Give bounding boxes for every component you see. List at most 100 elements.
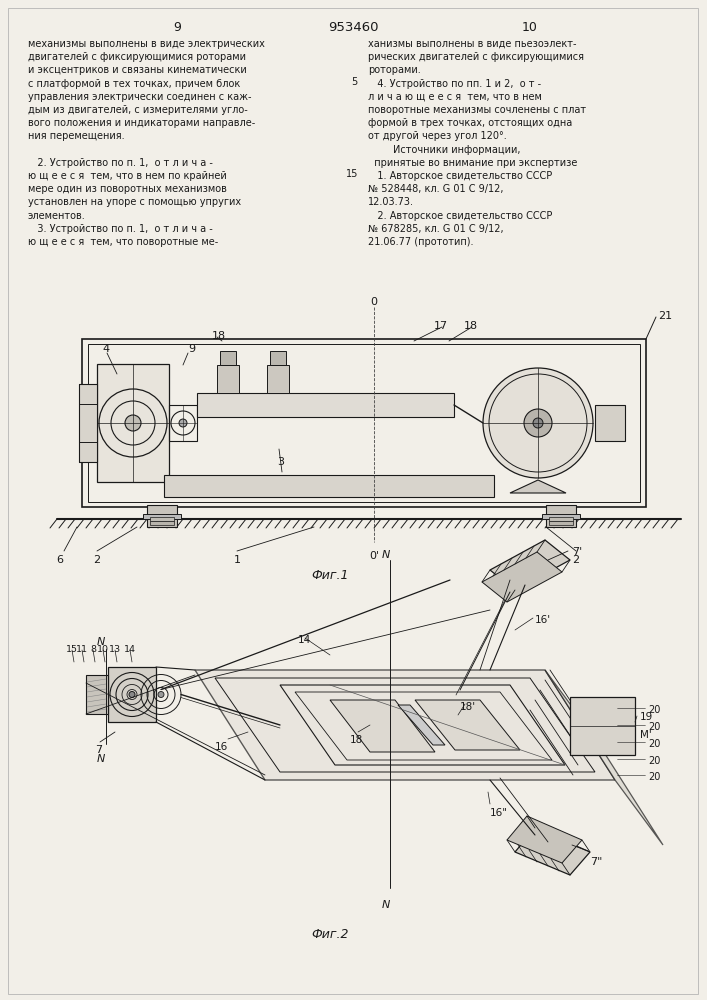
Text: 2: 2 [573,555,580,565]
Text: 1: 1 [233,555,240,565]
Text: 9: 9 [173,21,181,34]
Text: 17: 17 [434,321,448,331]
Text: 13: 13 [109,645,121,654]
Text: N: N [97,754,105,764]
Text: 16": 16" [490,808,508,818]
Circle shape [158,692,164,698]
Text: 3: 3 [277,457,284,467]
Bar [197,393,454,417]
Text: механизмы выполнены в виде электрических: механизмы выполнены в виде электрических [28,39,265,49]
Text: 9: 9 [188,344,195,354]
Text: элементов.: элементов. [28,211,86,221]
Text: 11: 11 [76,645,88,654]
Text: ю щ е е с я  тем, что поворотные ме-: ю щ е е с я тем, что поворотные ме- [28,237,218,247]
Text: 14: 14 [298,635,311,645]
Text: двигателей с фиксирующимися роторами: двигателей с фиксирующимися роторами [28,52,246,62]
Text: 4: 4 [102,344,109,354]
Text: 20: 20 [648,705,660,715]
Bar [270,351,286,365]
Text: 15: 15 [66,645,78,654]
Text: 2. Авторское свидетельство СССР: 2. Авторское свидетельство СССР [368,211,552,221]
Bar [86,675,108,714]
Text: вого положения и индикаторами направле-: вого положения и индикаторами направле- [28,118,255,128]
Text: 18: 18 [212,331,226,341]
Bar [108,667,156,722]
Text: рических двигателей с фиксирующимися: рических двигателей с фиксирующимися [368,52,584,62]
Text: роторами.: роторами. [368,65,421,75]
Text: 19: 19 [640,712,653,722]
Text: 20: 20 [648,739,660,749]
Polygon shape [490,540,570,590]
Bar [164,475,494,497]
Text: и эксцентриков и связаны кинематически: и эксцентриков и связаны кинематически [28,65,247,75]
Text: ханизмы выполнены в виде пьезоэлект-: ханизмы выполнены в виде пьезоэлект- [368,39,576,49]
Circle shape [125,415,141,431]
Text: 7: 7 [95,745,102,755]
Text: дым из двигателей, с измерителями угло-: дым из двигателей, с измерителями угло- [28,105,247,115]
Text: 18': 18' [460,702,476,712]
Text: 8: 8 [90,645,96,654]
Polygon shape [507,816,582,863]
Polygon shape [398,705,445,745]
Circle shape [483,368,593,478]
Bar [143,514,181,519]
Text: 20: 20 [648,772,660,782]
Text: 1. Авторское свидетельство СССР: 1. Авторское свидетельство СССР [368,171,552,181]
Circle shape [179,419,187,427]
Bar [595,405,625,441]
Circle shape [524,409,552,437]
Polygon shape [510,480,566,493]
Bar [169,405,197,441]
Bar [147,505,177,527]
Bar [79,442,97,462]
Text: мере один из поворотных механизмов: мере один из поворотных механизмов [28,184,227,194]
Text: 6: 6 [57,555,64,565]
Text: № 678285, кл. G 01 C 9/12,: № 678285, кл. G 01 C 9/12, [368,224,503,234]
Polygon shape [545,670,663,845]
Bar [150,517,174,521]
Text: поворотные механизмы сочленены с плат: поворотные механизмы сочленены с плат [368,105,586,115]
Polygon shape [195,670,615,780]
Text: управления электрически соединен с каж-: управления электрически соединен с каж- [28,92,252,102]
Text: Источники информации,: Источники информации, [368,145,520,155]
Text: 3. Устройство по п. 1,  о т л и ч а -: 3. Устройство по п. 1, о т л и ч а - [28,224,213,234]
Polygon shape [482,552,562,602]
Bar [217,365,239,393]
Text: л и ч а ю щ е е с я  тем, что в нем: л и ч а ю щ е е с я тем, что в нем [368,92,542,102]
Bar [82,339,646,507]
Bar [220,351,236,365]
Text: 10: 10 [522,21,538,34]
Text: 5: 5 [351,77,357,87]
Text: ния перемещения.: ния перемещения. [28,131,124,141]
Bar [267,365,289,393]
Bar [549,521,573,525]
Text: M': M' [640,730,652,740]
Polygon shape [330,700,435,752]
Bar [570,697,635,755]
Bar [549,517,573,521]
Text: 4. Устройство по пп. 1 и 2,  о т -: 4. Устройство по пп. 1 и 2, о т - [368,79,541,89]
Text: 16': 16' [535,615,551,625]
Text: 18: 18 [350,735,363,745]
Text: установлен на упоре с помощью упругих: установлен на упоре с помощью упругих [28,197,241,207]
Text: с платформой в тех точках, причем блок: с платформой в тех точках, причем блок [28,79,240,89]
Text: 12.03.73.: 12.03.73. [368,197,414,207]
Circle shape [533,418,543,428]
Text: 20: 20 [648,756,660,766]
Text: принятые во внимание при экспертизе: принятые во внимание при экспертизе [368,158,578,168]
Text: N: N [97,637,105,647]
Text: 7': 7' [572,547,583,557]
Text: 20: 20 [648,722,660,732]
Text: ю щ е е с я  тем, что в нем по крайней: ю щ е е с я тем, что в нем по крайней [28,171,227,181]
Text: 21.06.77 (прототип).: 21.06.77 (прототип). [368,237,474,247]
Text: 18: 18 [464,321,478,331]
Polygon shape [515,828,590,875]
Text: 10: 10 [97,645,109,654]
Text: от другой через угол 120°.: от другой через угол 120°. [368,131,507,141]
Text: 0': 0' [369,551,379,561]
Text: 7": 7" [590,857,602,867]
Text: формой в трех точках, отстоящих одна: формой в трех точках, отстоящих одна [368,118,572,128]
Bar [88,344,640,502]
Text: 2: 2 [93,555,100,565]
Bar [79,384,97,462]
